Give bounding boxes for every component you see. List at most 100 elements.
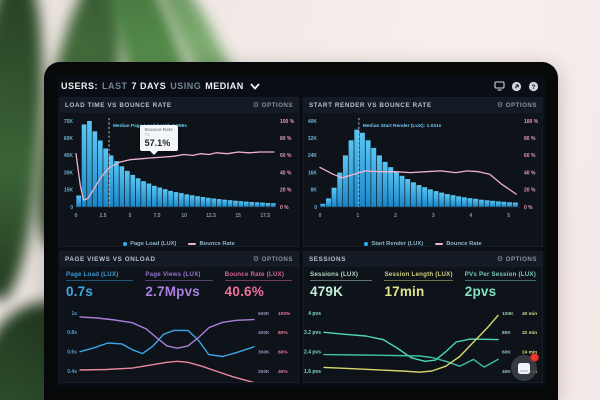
metric-value: 17min [384, 284, 425, 299]
metric-session-length: Session Length (LUX) 17min [378, 270, 458, 303]
legend-dot-icon [123, 242, 128, 246]
gear-icon: ⚙ [252, 102, 260, 109]
header-metric-value: MEDIAN [205, 81, 244, 91]
pageviews-metrics: Page Load (LUX) 0.7s Page Views (LUX) 2.… [60, 267, 298, 303]
header-range-muted: LAST [102, 81, 128, 91]
svg-text:15: 15 [235, 213, 241, 219]
metric-value: 2pvs [464, 284, 497, 299]
svg-text:0 %: 0 % [280, 205, 289, 211]
svg-text:40%: 40% [278, 369, 288, 375]
options-label: OPTIONS [261, 256, 293, 263]
svg-text:100%: 100% [278, 311, 291, 317]
options-button[interactable]: ⚙ OPTIONS [497, 102, 537, 109]
panel-title: START RENDER VS BOUNCE RATE [309, 102, 432, 109]
gear-icon: ⚙ [496, 102, 504, 109]
svg-text:8K: 8K [311, 188, 318, 194]
panel-start-render-header: START RENDER VS BOUNCE RATE ⚙ OPTIONS [304, 98, 542, 113]
svg-text:80%: 80% [278, 330, 288, 336]
svg-text:4: 4 [470, 213, 473, 219]
metric-label: Page Views (LUX) [145, 271, 201, 278]
options-label: OPTIONS [505, 256, 537, 263]
pageviews-onload-chart: 1s 0.8s 0.6s 0.4s 500K 400K 300K 200K 100% 80% 60%… [67, 311, 291, 382]
notification-badge [530, 353, 539, 362]
metric-label: Session Length (LUX) [384, 271, 453, 278]
svg-text:10: 10 [181, 213, 187, 219]
panel-pageviews-onload: PAGE VIEWS VS ONLOAD ⚙ OPTIONS Page Load… [59, 251, 299, 383]
metric-underline [464, 280, 536, 281]
panel-load-time: LOAD TIME VS BOUNCE RATE ⚙ OPTIONS 75K 60… [59, 97, 299, 247]
metric-underline [310, 280, 373, 281]
legend-line-icon [435, 243, 444, 245]
svg-text:0: 0 [319, 213, 322, 219]
options-button[interactable]: ⚙ OPTIONS [497, 256, 537, 263]
svg-text:40 min: 40 min [522, 311, 537, 317]
share-icon[interactable] [511, 81, 522, 92]
options-label: OPTIONS [505, 102, 537, 109]
metric-page-views: Page Views (LUX) 2.7Mpvs [139, 270, 218, 303]
metric-label: Bounce Rate (LUX) [224, 271, 285, 278]
metric-label: Page Load (LUX) [66, 271, 119, 278]
sessions-chart: 4 pvs 3.2 pvs 2.4 pvs 1.6 pvs 100K 80K 60K 40K 4… [304, 311, 537, 375]
svg-text:0.8s: 0.8s [67, 330, 77, 336]
header-brand: USERS: [61, 81, 99, 91]
monitor-icon[interactable] [494, 81, 505, 92]
legend-label: Bounce Rate [199, 241, 235, 247]
start-render-legend: Start Render (LUX) Bounce Rate [304, 238, 542, 247]
dashboard-screen: USERS: LAST 7 DAYS USING MEDIAN [57, 75, 545, 387]
load-time-legend: Page Load (LUX) Bounce Rate [60, 238, 298, 247]
sessions-metrics: Sessions (LUX) 479K Session Length (LUX)… [304, 267, 542, 303]
load-time-chart-wrap: 75K 60K 45K 30K 15K 0 100 % 80 % 60 % 40 % 20 % 0 %… [60, 113, 298, 238]
metric-value: 0.7s [66, 284, 94, 299]
svg-text:60%: 60% [278, 349, 288, 355]
chat-widget-button[interactable] [511, 353, 539, 381]
options-button[interactable]: ⚙ OPTIONS [253, 256, 293, 263]
header-range-value: 7 DAYS [131, 81, 167, 91]
metric-underline [384, 280, 453, 281]
chevron-down-icon [250, 82, 260, 90]
metric-underline [66, 280, 134, 281]
options-button[interactable]: ⚙ OPTIONS [253, 102, 293, 109]
bounce-rate-tooltip: Bounce Rate 7s 57.1% [139, 124, 178, 155]
svg-text:12.5: 12.5 [206, 213, 216, 219]
svg-text:45K: 45K [64, 153, 74, 159]
help-icon[interactable]: ? [528, 81, 539, 92]
panel-load-time-header: LOAD TIME VS BOUNCE RATE ⚙ OPTIONS [60, 98, 298, 113]
svg-text:16K: 16K [308, 170, 318, 176]
svg-text:0 %: 0 % [524, 205, 533, 211]
svg-text:32K: 32K [308, 136, 318, 142]
legend-label: Page Load (LUX) [130, 241, 177, 247]
header-toolbar: ? [494, 81, 539, 92]
panel-title: SESSIONS [309, 256, 346, 263]
svg-text:60K: 60K [502, 349, 511, 355]
legend-item: Start Render (LUX) [364, 241, 423, 246]
options-label: OPTIONS [261, 102, 293, 109]
svg-text:40 %: 40 % [524, 170, 536, 176]
metric-value: 40.6% [224, 284, 264, 299]
panel-title: LOAD TIME VS BOUNCE RATE [65, 102, 172, 109]
svg-text:60 %: 60 % [280, 153, 292, 159]
metric-label: PVs Per Session (LUX) [464, 271, 536, 278]
svg-text:80 %: 80 % [280, 136, 292, 142]
svg-text:60K: 60K [64, 136, 74, 142]
panel-title: PAGE VIEWS VS ONLOAD [65, 256, 156, 263]
svg-text:32 min: 32 min [522, 330, 537, 336]
legend-dot-icon [364, 242, 369, 246]
svg-text:0.6s: 0.6s [67, 349, 77, 355]
users-range-selector[interactable]: USERS: LAST 7 DAYS USING MEDIAN [61, 81, 260, 91]
svg-text:4 pvs: 4 pvs [308, 311, 321, 317]
svg-text:80K: 80K [502, 330, 511, 336]
legend-label: Bounce Rate [446, 241, 482, 247]
metric-page-load: Page Load (LUX) 0.7s [60, 270, 139, 303]
svg-text:80 %: 80 % [524, 136, 536, 142]
dashboard-header: USERS: LAST 7 DAYS USING MEDIAN [57, 75, 545, 97]
legend-line-icon [188, 243, 197, 245]
svg-text:40K: 40K [308, 119, 318, 125]
svg-text:200K: 200K [258, 369, 270, 375]
panel-sessions: SESSIONS ⚙ OPTIONS Sessions (LUX) 479K [303, 251, 543, 383]
svg-text:15K: 15K [64, 188, 74, 194]
panel-start-render: START RENDER VS BOUNCE RATE ⚙ OPTIONS 40… [303, 97, 543, 247]
svg-text:24 min: 24 min [522, 349, 537, 355]
metric-value: 2.7Mpvs [145, 284, 201, 299]
chat-widget-icon [518, 362, 530, 374]
